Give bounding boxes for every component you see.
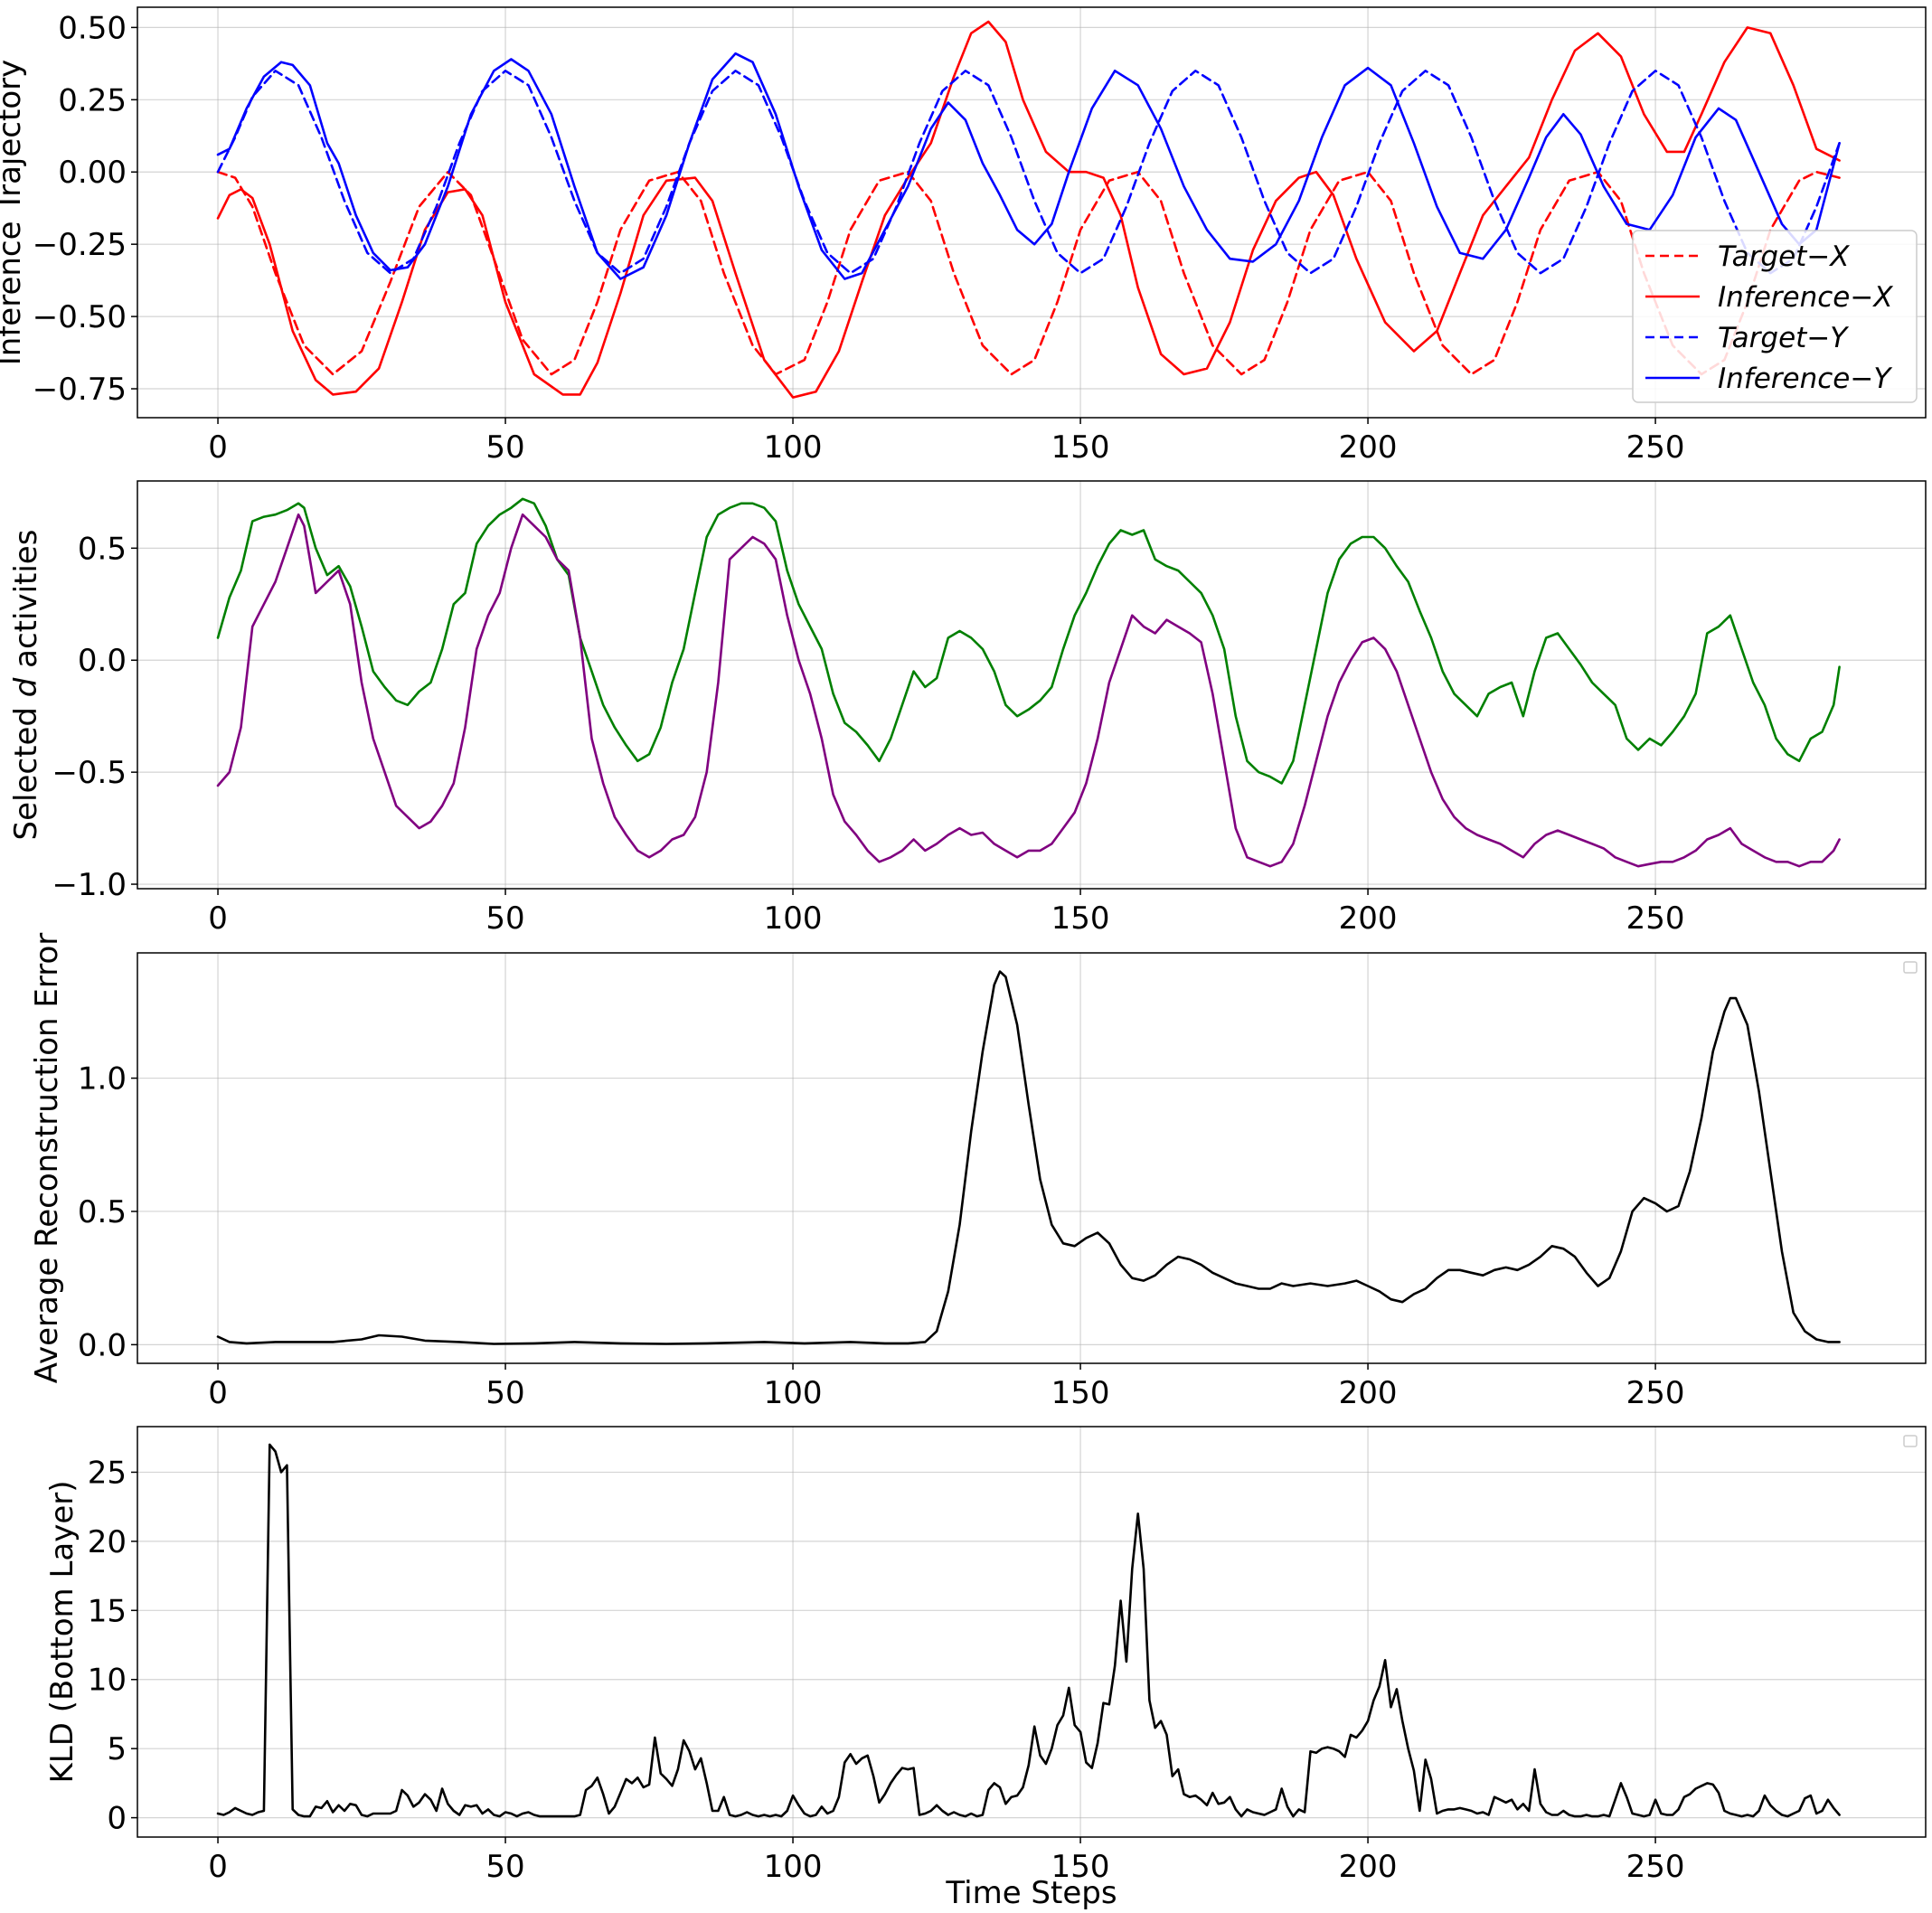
legend: Target−X Inference−X Target−Y Inference−Y: [1632, 230, 1918, 403]
series-line-1-1: [216, 170, 1841, 376]
x-tick-label: 200: [1339, 900, 1398, 937]
x-tick-label: 100: [764, 900, 823, 937]
x-tick-label: 250: [1626, 1375, 1685, 1411]
legend-label: Inference−X: [1718, 281, 1893, 314]
legend-label: Target−X: [1718, 240, 1850, 273]
x-tick-label: 100: [764, 1849, 823, 1885]
y-tick-label: −0.5: [52, 755, 127, 791]
axes-frame: [137, 480, 1927, 890]
y-tick-label: 25: [88, 1455, 127, 1491]
series-line-2-1: [216, 497, 1841, 785]
y-tick-label: 0.5: [78, 1194, 127, 1230]
chart-panel-3: 0 50 100 150 200 250 0.0 0.5 1.0 Average Reconstr…: [29, 933, 1927, 1411]
x-axis-label: Time Steps: [945, 1875, 1117, 1911]
legend-label: Target−Y: [1718, 322, 1849, 354]
y-tick-label: 0.00: [58, 155, 127, 191]
y-tick-label: 0.0: [78, 1327, 127, 1363]
y-tick-label: −0.50: [33, 299, 127, 335]
series-line-3-1: [216, 970, 1841, 1345]
x-tick-label: 150: [1051, 1375, 1110, 1411]
x-tick-label: 0: [208, 900, 228, 937]
x-tick-label: 150: [1051, 1849, 1110, 1885]
empty-legend-box: [1903, 1435, 1918, 1447]
x-tick-label: 0: [208, 429, 228, 466]
y-tick-label: 0.25: [58, 82, 127, 118]
x-tick-label: 250: [1626, 429, 1685, 466]
y-tick-label: −0.75: [33, 372, 127, 408]
x-tick-label: 200: [1339, 1849, 1398, 1885]
y-tick-label: −1.0: [52, 867, 127, 903]
axes-frame: [137, 952, 1927, 1364]
legend-label: Inference−Y: [1718, 363, 1892, 395]
empty-legend-box: [1903, 961, 1918, 974]
x-tick-label: 50: [485, 1375, 524, 1411]
chart-panel-2: 0 50 100 150 200 250 −1.0 −0.5 0.0 0.5 Selected d …: [8, 480, 1927, 937]
axes-frame: [137, 6, 1927, 419]
x-tick-label: 250: [1626, 1849, 1685, 1885]
x-tick-label: 200: [1339, 1375, 1398, 1411]
y-tick-label: 15: [88, 1593, 127, 1629]
y-tick-label: 0.0: [78, 643, 127, 679]
y-tick-label: 0: [107, 1801, 127, 1837]
legend-box: [1632, 230, 1918, 403]
x-tick-label: 50: [485, 900, 524, 937]
y-axis-label: KLD (Bottom Layer): [44, 1480, 80, 1783]
series-line-1-2: [216, 20, 1841, 399]
y-axis-label: Selected d activities: [8, 530, 44, 841]
y-tick-label: 0.50: [58, 10, 127, 46]
x-tick-label: 200: [1339, 429, 1398, 466]
y-tick-label: 5: [107, 1731, 127, 1767]
series-line-1-4: [216, 52, 1841, 280]
series-line-2-2: [216, 513, 1841, 868]
y-tick-label: 1.0: [78, 1061, 127, 1098]
chart-panel-1: 0 50 100 150 200 250 −0.75 −0.50 −0.25 0.00 0.25 0.…: [0, 6, 1927, 466]
series-line-4-1: [216, 1443, 1841, 1818]
x-tick-label: 50: [485, 429, 524, 466]
axes-frame: [137, 1426, 1927, 1838]
y-axis-label: Inference Trajectory: [0, 60, 28, 365]
x-tick-label: 100: [764, 1375, 823, 1411]
x-tick-label: 0: [208, 1375, 228, 1411]
x-tick-label: 50: [485, 1849, 524, 1885]
x-tick-label: 100: [764, 429, 823, 466]
x-tick-label: 150: [1051, 429, 1110, 466]
x-tick-label: 250: [1626, 900, 1685, 937]
y-axis-label: Average Reconstruction Error: [29, 933, 65, 1384]
y-tick-label: 0.5: [78, 531, 127, 567]
x-tick-label: 150: [1051, 900, 1110, 937]
y-tick-label: 10: [88, 1663, 127, 1699]
y-tick-label: 20: [88, 1524, 127, 1560]
x-tick-label: 0: [208, 1849, 228, 1885]
y-tick-label: −0.25: [33, 227, 127, 263]
